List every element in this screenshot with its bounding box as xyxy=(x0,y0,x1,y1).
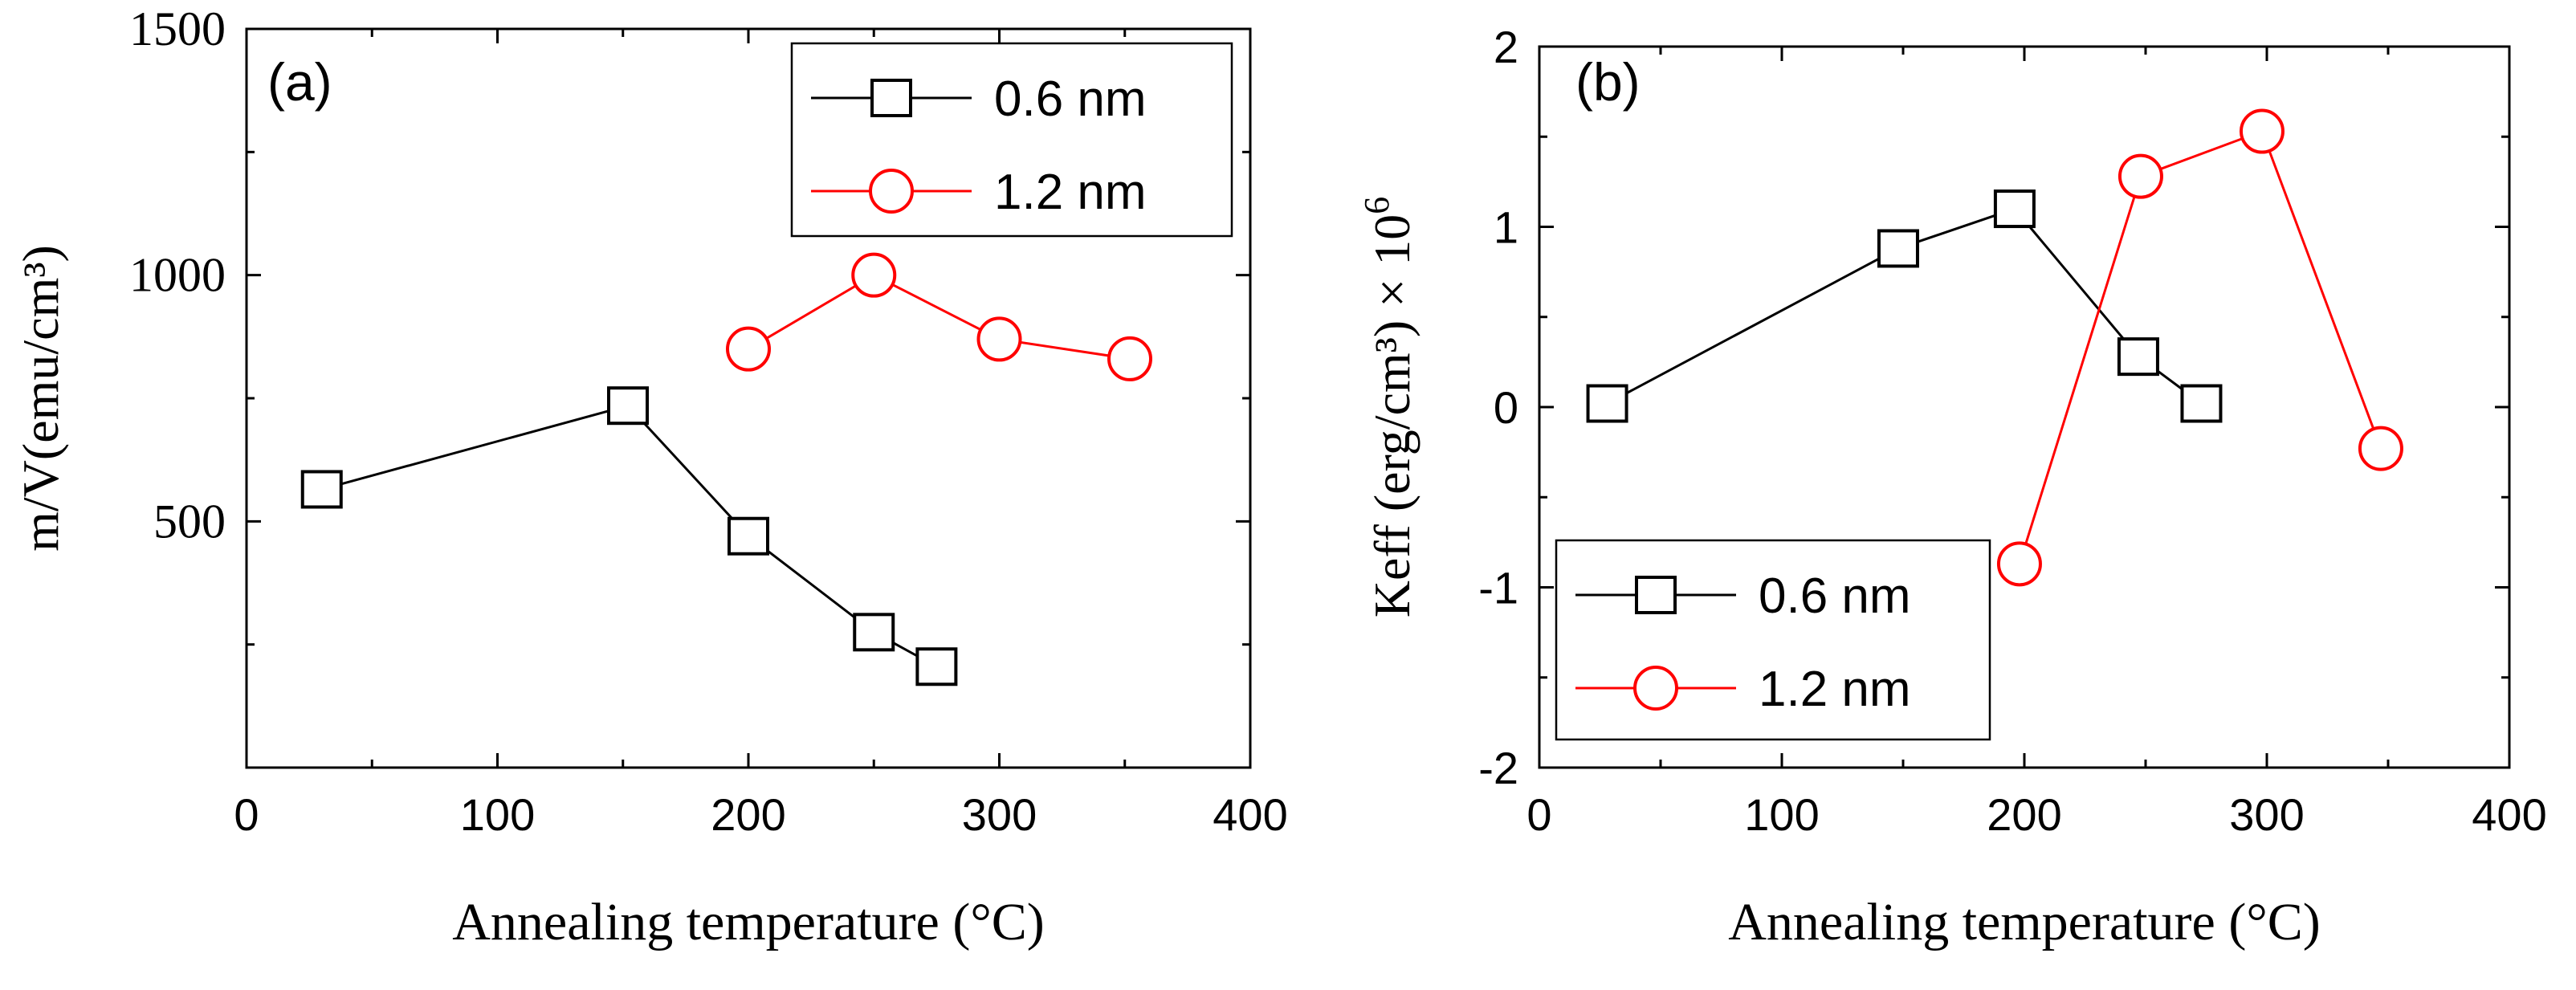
data-point-circle xyxy=(1996,541,2042,587)
legend-marker-circle xyxy=(1633,666,1678,711)
y-tick-label: 500 xyxy=(153,495,226,548)
data-point-square xyxy=(607,386,649,426)
data-point-square xyxy=(1877,229,1919,268)
legend-marker-square xyxy=(1635,576,1677,614)
legend-marker-circle xyxy=(869,169,914,214)
data-point-circle xyxy=(1107,336,1152,381)
legend-box xyxy=(1555,539,1991,741)
y-axis-label: m/V(emu/cm³) xyxy=(12,245,69,552)
x-tick-label: 200 xyxy=(1987,789,2061,840)
data-point-circle xyxy=(2239,108,2285,154)
panel-label: (a) xyxy=(267,52,332,112)
legend-label: 0.6 nm xyxy=(1759,568,1911,624)
y-tick-label: -1 xyxy=(1478,563,1518,613)
data-point-square xyxy=(2117,337,2159,377)
panel-b: 0 100 200 300 400 -2 -1 0 1 2 Annealing temperatur… xyxy=(1357,22,2547,951)
x-tick-label: 400 xyxy=(2472,789,2546,840)
x-axis-label: Annealing temperature (°C) xyxy=(1728,893,2320,951)
y-tick-label: 1000 xyxy=(129,249,226,302)
y-tick-label: 1500 xyxy=(129,2,226,55)
series-0.6-nm xyxy=(300,386,958,686)
data-point-square xyxy=(2180,384,2223,423)
panel-a: 0 100 200 300 400 500 1000 1500 Annealing temper… xyxy=(12,2,1288,951)
y-axis-label-exponent: 6 xyxy=(1357,197,1396,214)
legend: 0.6 nm 1.2 nm xyxy=(1555,539,1991,741)
x-axis-label: Annealing temperature (°C) xyxy=(452,893,1044,951)
series-line xyxy=(321,404,938,668)
legend: 0.6 nm 1.2 nm xyxy=(790,42,1233,238)
legend-box xyxy=(790,42,1233,238)
series-line xyxy=(748,273,1131,361)
data-point-square xyxy=(853,613,895,652)
series-1.2-nm xyxy=(726,252,1152,381)
x-tick-label: 0 xyxy=(234,789,259,840)
y-tick-label: 1 xyxy=(1494,202,1518,253)
data-point-circle xyxy=(851,252,897,298)
legend-marker-square xyxy=(870,79,912,117)
x-tick-label: 200 xyxy=(711,789,785,840)
data-point-square xyxy=(915,647,958,686)
y-tick-label: 0 xyxy=(1494,382,1518,433)
x-tick-label: 300 xyxy=(962,789,1037,840)
y-axis-label-text: m/V(emu/cm³) xyxy=(12,245,69,552)
data-point-circle xyxy=(2117,153,2163,199)
series-0.6-nm xyxy=(1586,189,2223,423)
y-tick-label: -2 xyxy=(1478,743,1518,793)
y-axis-label: Keff (erg/cm³) × 106 xyxy=(1357,197,1420,618)
legend-label: 1.2 nm xyxy=(1759,662,1911,717)
legend-label: 0.6 nm xyxy=(994,71,1147,127)
series-1.2-nm xyxy=(1996,108,2403,587)
data-point-square xyxy=(728,516,769,556)
x-tick-label: 100 xyxy=(1744,789,1819,840)
legend-label: 1.2 nm xyxy=(994,165,1147,220)
y-axis-label-text: Keff (erg/cm³) × 10 xyxy=(1363,214,1420,618)
data-point-circle xyxy=(976,316,1022,362)
x-tick-label: 300 xyxy=(2229,789,2304,840)
data-point-square xyxy=(300,470,343,509)
x-tick-label: 400 xyxy=(1213,789,1287,840)
x-tick-label: 0 xyxy=(1526,789,1551,840)
series-line xyxy=(2018,129,2382,564)
panel-label: (b) xyxy=(1575,52,1641,112)
data-point-square xyxy=(1993,189,2036,229)
x-tick-label: 100 xyxy=(460,789,535,840)
data-point-circle xyxy=(726,326,771,372)
y-tick-label: 2 xyxy=(1494,22,1518,72)
data-point-square xyxy=(1586,384,1628,423)
data-point-circle xyxy=(2358,426,2403,471)
